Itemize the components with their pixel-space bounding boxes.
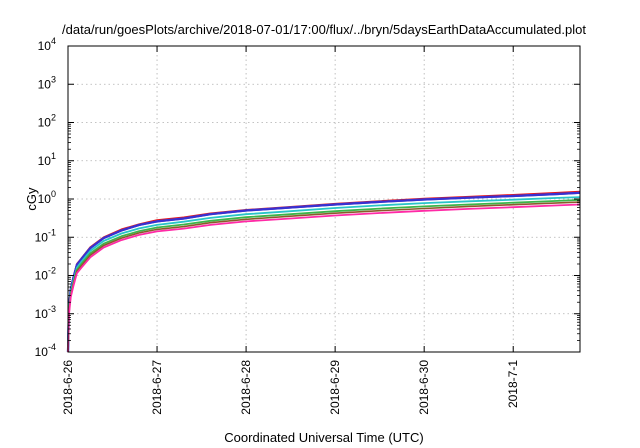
y-axis: 10-4 10-3 10-2 10-1 100 101 102 103 104 <box>35 36 580 359</box>
y-tick-label: 104 <box>38 36 56 53</box>
x-tick-label: 2018-6-30 <box>417 360 431 415</box>
y-axis-label: cGy <box>24 187 39 211</box>
y-tick-label: 10-2 <box>35 266 56 283</box>
x-axis: 2018-6-26 2018-6-27 2018-6-28 2018-6-29 2018… <box>61 46 520 415</box>
y-tick-label: 100 <box>38 189 56 206</box>
x-tick-label: 2018-7-1 <box>506 360 520 408</box>
series-line-4 <box>67 196 581 353</box>
x-tick-label: 2018-6-26 <box>61 360 75 415</box>
x-axis-label: Coordinated Universal Time (UTC) <box>224 430 423 445</box>
grid <box>68 46 580 352</box>
x-tick-label: 2018-6-28 <box>239 360 253 415</box>
x-tick-label: 2018-6-27 <box>150 360 164 415</box>
y-tick-label: 10-3 <box>35 304 56 321</box>
chart-title: /data/run/goesPlots/archive/2018-07-01/1… <box>62 22 586 37</box>
series-group <box>66 190 581 353</box>
y-tick-label: 102 <box>38 113 56 130</box>
series-line-7 <box>67 203 581 353</box>
y-tick-label: 10-4 <box>35 342 56 359</box>
x-tick-label: 2018-6-29 <box>328 360 342 415</box>
y-tick-label: 10-1 <box>35 227 56 244</box>
y-tick-label: 103 <box>38 74 56 91</box>
y-tick-label: 101 <box>38 151 56 168</box>
